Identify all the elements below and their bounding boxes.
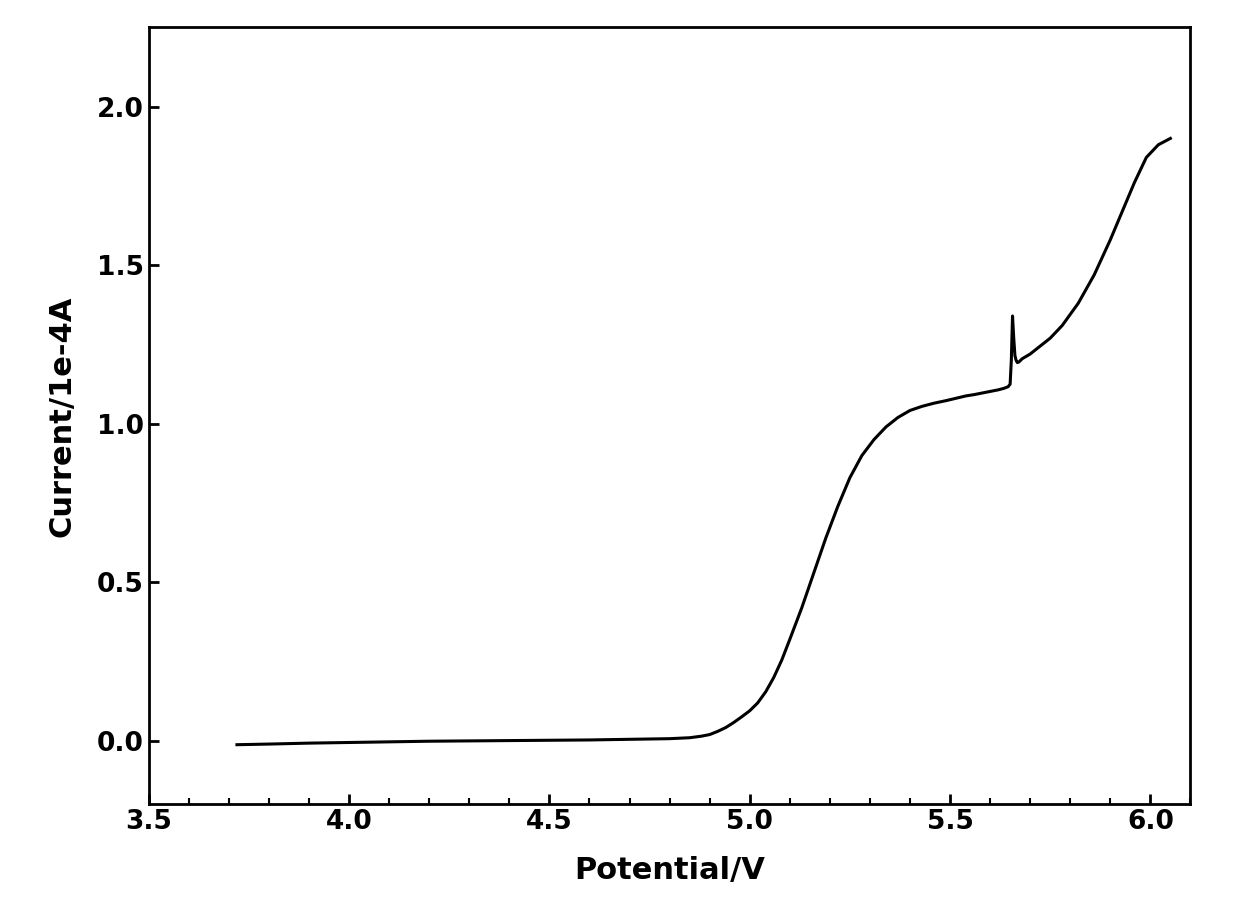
X-axis label: Potential/V: Potential/V xyxy=(574,856,765,885)
Y-axis label: Current/1e-4A: Current/1e-4A xyxy=(47,295,76,537)
